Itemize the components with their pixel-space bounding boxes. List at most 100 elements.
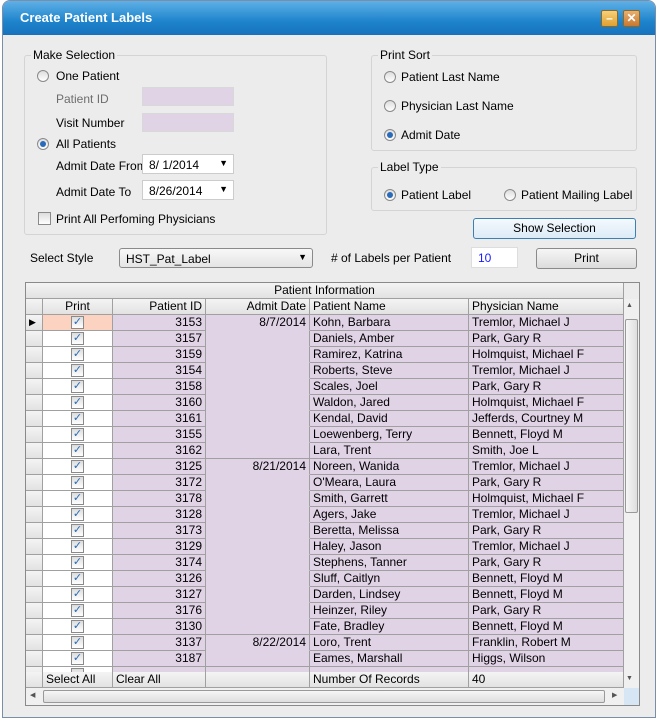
row-header[interactable] [26, 379, 43, 395]
table-row[interactable]: ✓ 3187 Eames, Marshall Higgs, Wilson [26, 651, 624, 667]
row-header[interactable] [26, 587, 43, 603]
table-row[interactable]: ✓ 3125 8/21/2014 Noreen, Wanida Tremlor,… [26, 459, 624, 475]
table-row[interactable]: ✓ 3129 Haley, Jason Tremlor, Michael J [26, 539, 624, 555]
row-header[interactable] [26, 395, 43, 411]
row-header[interactable] [26, 523, 43, 539]
row-header[interactable] [26, 443, 43, 459]
row-header[interactable] [26, 539, 43, 555]
print-checkbox[interactable]: ✓ [71, 636, 84, 649]
table-row[interactable]: ✓ 3130 Fate, Bradley Bennett, Floyd M [26, 619, 624, 635]
column-header-print[interactable]: Print [43, 299, 113, 315]
print-checkbox[interactable]: ✓ [71, 444, 84, 457]
table-row[interactable]: ✓ 3160 Waldon, Jared Holmquist, Michael … [26, 395, 624, 411]
print-cell[interactable]: ✓ [43, 411, 113, 427]
print-checkbox[interactable]: ✓ [71, 412, 84, 425]
table-row[interactable]: ✓ 3161 Kendal, David Jefferds, Courtney … [26, 411, 624, 427]
print-checkbox[interactable]: ✓ [71, 348, 84, 361]
column-header-admit-date[interactable]: Admit Date [206, 299, 310, 315]
row-header[interactable] [26, 619, 43, 635]
row-header[interactable] [26, 507, 43, 523]
patient-mailing-label-radio[interactable] [504, 189, 516, 201]
print-cell[interactable]: ✓ [43, 475, 113, 491]
row-header[interactable] [26, 491, 43, 507]
print-cell[interactable]: ✓ [43, 619, 113, 635]
print-cell[interactable]: ✓ [43, 651, 113, 667]
column-header-patient-id[interactable]: Patient ID [113, 299, 206, 315]
print-cell[interactable]: ✓ [43, 315, 113, 331]
table-row[interactable]: ✓ 3173 Beretta, Melissa Park, Gary R [26, 523, 624, 539]
scroll-down-icon[interactable]: ▼ [626, 675, 633, 682]
print-cell[interactable]: ✓ [43, 427, 113, 443]
print-checkbox[interactable]: ✓ [71, 588, 84, 601]
select-all-button[interactable]: Select All [43, 672, 113, 688]
print-cell[interactable]: ✓ [43, 507, 113, 523]
patient-label-radio[interactable] [384, 189, 396, 201]
patient-id-input[interactable] [142, 87, 234, 106]
row-header[interactable] [26, 555, 43, 571]
show-selection-button[interactable]: Show Selection [473, 218, 636, 239]
labels-per-patient-input[interactable]: 10 [471, 247, 518, 268]
print-checkbox[interactable]: ✓ [71, 540, 84, 553]
print-cell[interactable]: ✓ [43, 635, 113, 651]
row-header[interactable] [26, 475, 43, 491]
row-header[interactable] [26, 331, 43, 347]
row-header[interactable] [26, 427, 43, 443]
print-cell[interactable]: ✓ [43, 395, 113, 411]
vertical-scrollbar[interactable]: ▲ ▼ [624, 299, 639, 688]
print-cell[interactable]: ✓ [43, 331, 113, 347]
scroll-left-icon[interactable]: ◀ [30, 692, 36, 699]
horizontal-scroll-thumb[interactable] [43, 690, 605, 703]
chevron-down-icon[interactable]: ▼ [219, 184, 228, 194]
print-checkbox[interactable]: ✓ [71, 460, 84, 473]
table-row[interactable]: ✓ 3172 O'Meara, Laura Park, Gary R [26, 475, 624, 491]
row-header[interactable] [26, 635, 43, 651]
print-cell[interactable]: ✓ [43, 523, 113, 539]
all-patients-radio[interactable] [37, 138, 49, 150]
sort-patient-last-name-radio[interactable] [384, 71, 396, 83]
print-checkbox[interactable]: ✓ [71, 652, 84, 665]
table-row[interactable]: ✓ 3157 Daniels, Amber Park, Gary R [26, 331, 624, 347]
table-row[interactable]: ✓ 3158 Scales, Joel Park, Gary R [26, 379, 624, 395]
print-checkbox[interactable]: ✓ [71, 396, 84, 409]
current-row-indicator-icon[interactable]: ▶ [26, 315, 43, 331]
row-header[interactable] [26, 363, 43, 379]
print-checkbox[interactable]: ✓ [71, 364, 84, 377]
print-cell[interactable]: ✓ [43, 555, 113, 571]
column-header-patient-name[interactable]: Patient Name [310, 299, 469, 315]
print-cell[interactable]: ✓ [43, 571, 113, 587]
clear-all-button[interactable]: Clear All [113, 672, 206, 688]
print-checkbox[interactable]: ✓ [71, 332, 84, 345]
print-cell[interactable]: ✓ [43, 539, 113, 555]
row-header[interactable] [26, 651, 43, 667]
row-header[interactable] [26, 411, 43, 427]
print-checkbox[interactable]: ✓ [71, 524, 84, 537]
print-button[interactable]: Print [536, 248, 637, 269]
row-header[interactable] [26, 571, 43, 587]
table-row[interactable]: ✓ 3128 Agers, Jake Tremlor, Michael J [26, 507, 624, 523]
print-checkbox[interactable]: ✓ [71, 492, 84, 505]
row-header[interactable] [26, 459, 43, 475]
print-cell[interactable]: ✓ [43, 347, 113, 363]
table-row[interactable]: ✓ 3155 Loewenberg, Terry Bennett, Floyd … [26, 427, 624, 443]
vertical-scroll-thumb[interactable] [625, 319, 638, 513]
print-checkbox[interactable]: ✓ [71, 316, 84, 329]
visit-number-input[interactable] [142, 113, 234, 132]
table-row[interactable]: ✓ 3126 Sluff, Caitlyn Bennett, Floyd M [26, 571, 624, 587]
table-row[interactable]: ✓ 3154 Roberts, Steve Tremlor, Michael J [26, 363, 624, 379]
print-checkbox[interactable]: ✓ [71, 428, 84, 441]
print-checkbox[interactable]: ✓ [71, 508, 84, 521]
print-checkbox[interactable]: ✓ [71, 380, 84, 393]
print-cell[interactable]: ✓ [43, 379, 113, 395]
row-header[interactable] [26, 603, 43, 619]
print-all-physicians-checkbox[interactable] [38, 212, 51, 225]
print-cell[interactable]: ✓ [43, 587, 113, 603]
table-row[interactable]: ✓ 3127 Darden, Lindsey Bennett, Floyd M [26, 587, 624, 603]
table-row[interactable]: ✓ 3137 8/22/2014 Loro, Trent Franklin, R… [26, 635, 624, 651]
scroll-up-icon[interactable]: ▲ [626, 302, 633, 309]
horizontal-scrollbar[interactable]: ◀ ▶ [26, 688, 624, 705]
chevron-down-icon[interactable]: ▼ [219, 158, 228, 168]
minimize-icon[interactable]: – [601, 10, 618, 27]
print-checkbox[interactable]: ✓ [71, 604, 84, 617]
print-cell[interactable]: ✓ [43, 363, 113, 379]
print-cell[interactable]: ✓ [43, 459, 113, 475]
